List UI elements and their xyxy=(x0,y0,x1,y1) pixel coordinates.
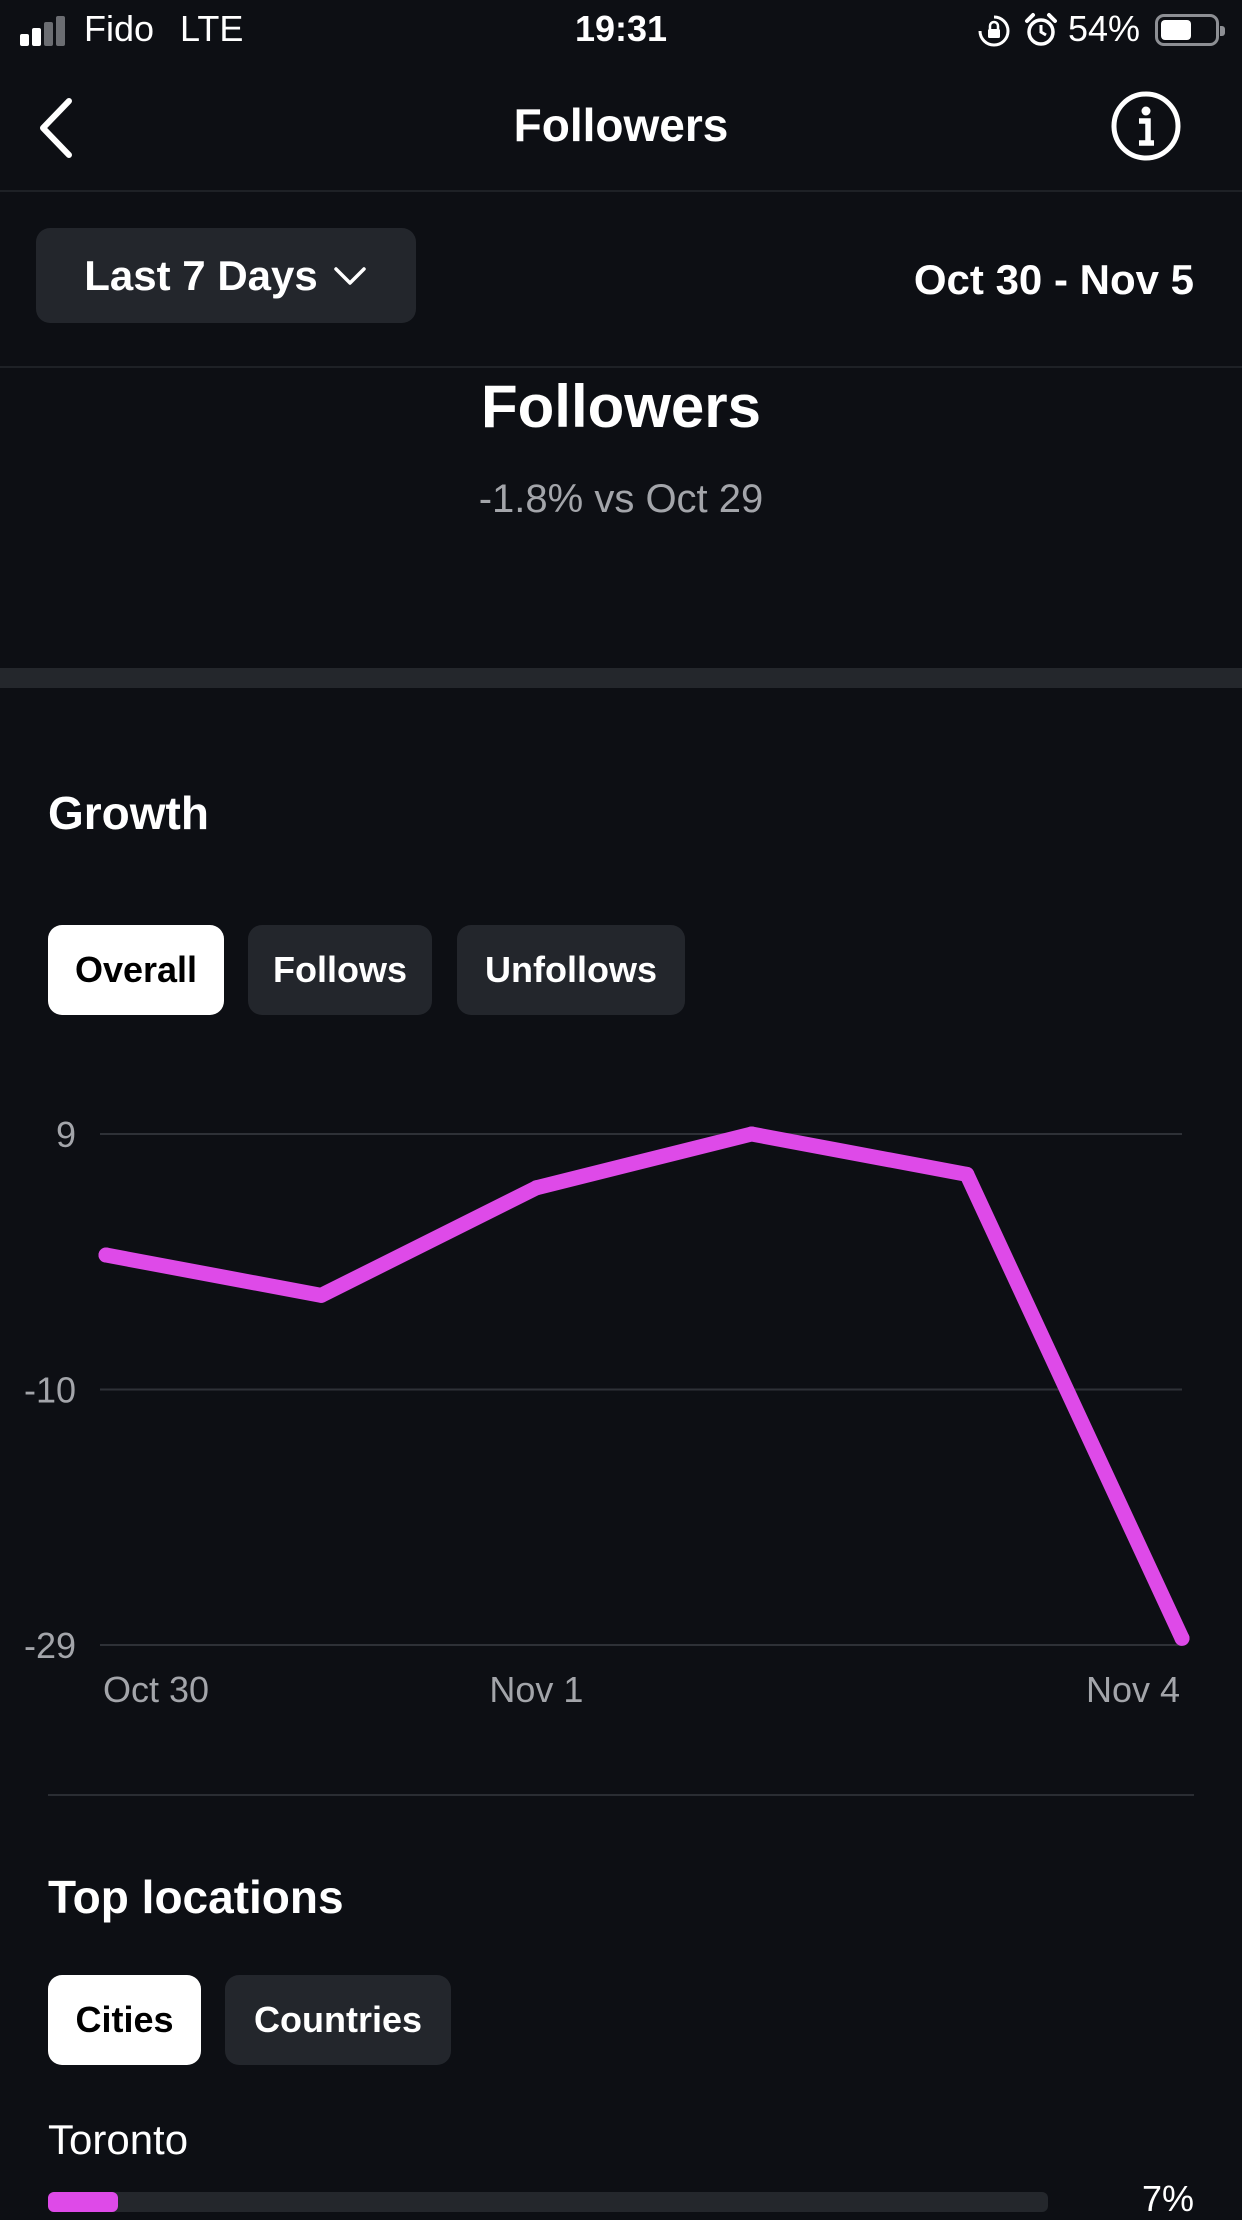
data-point xyxy=(98,1247,114,1263)
x-tick-label: Oct 30 xyxy=(103,1669,209,1710)
date-range-dropdown[interactable]: Last 7 Days xyxy=(36,228,416,323)
y-tick-label: -29 xyxy=(24,1625,76,1666)
tab-overall[interactable]: Overall xyxy=(48,925,224,1015)
filter-divider xyxy=(0,366,1242,368)
data-point xyxy=(744,1126,760,1142)
chevron-down-icon xyxy=(333,266,366,285)
data-point xyxy=(528,1180,544,1196)
summary-title: Followers xyxy=(480,373,762,440)
growth-title: Growth xyxy=(48,787,209,839)
date-range-text: Oct 30 - Nov 5 xyxy=(913,256,1194,303)
page-title: Followers xyxy=(513,99,729,151)
battery-icon xyxy=(1155,14,1225,46)
carrier-name: Fido xyxy=(84,8,155,49)
y-tick-label: -10 xyxy=(24,1370,76,1411)
rotation-lock-icon xyxy=(978,15,1010,47)
back-button[interactable] xyxy=(36,96,76,160)
tab-unfollows[interactable]: Unfollows xyxy=(457,925,685,1015)
series-line xyxy=(98,1126,1190,1646)
tab-countries[interactable]: Countries xyxy=(225,1975,451,2065)
data-point xyxy=(959,1166,975,1182)
x-tick-label: Nov 4 xyxy=(1086,1669,1180,1710)
status-time: 19:31 xyxy=(574,8,668,49)
section-separator xyxy=(0,668,1242,688)
growth-divider xyxy=(48,1794,1194,1796)
tab-follows[interactable]: Follows xyxy=(248,925,432,1015)
data-point xyxy=(1174,1630,1190,1646)
info-icon[interactable] xyxy=(1110,90,1182,162)
location-percent: 7% xyxy=(1141,2178,1194,2219)
network-type: LTE xyxy=(180,8,244,49)
signal-icon xyxy=(20,14,74,46)
alarm-icon xyxy=(1025,13,1057,46)
growth-chart: 9 -10 -29 Oct 30 Nov 1 Nov 4 xyxy=(24,1114,1190,1710)
battery-percent: 54% xyxy=(1068,8,1141,49)
y-tick-label: 9 xyxy=(56,1114,76,1155)
header-divider xyxy=(0,190,1242,192)
location-bar-track xyxy=(48,2192,1048,2212)
locations-title: Top locations xyxy=(48,1871,344,1923)
data-point xyxy=(313,1287,329,1303)
x-tick-label: Nov 1 xyxy=(489,1669,583,1710)
location-name: Toronto xyxy=(48,2116,189,2163)
summary-change: -1.8% vs Oct 29 xyxy=(478,477,764,521)
date-range-dropdown-label: Last 7 Days xyxy=(84,251,318,299)
tab-cities[interactable]: Cities xyxy=(48,1975,201,2065)
location-bar-fill xyxy=(48,2192,118,2212)
